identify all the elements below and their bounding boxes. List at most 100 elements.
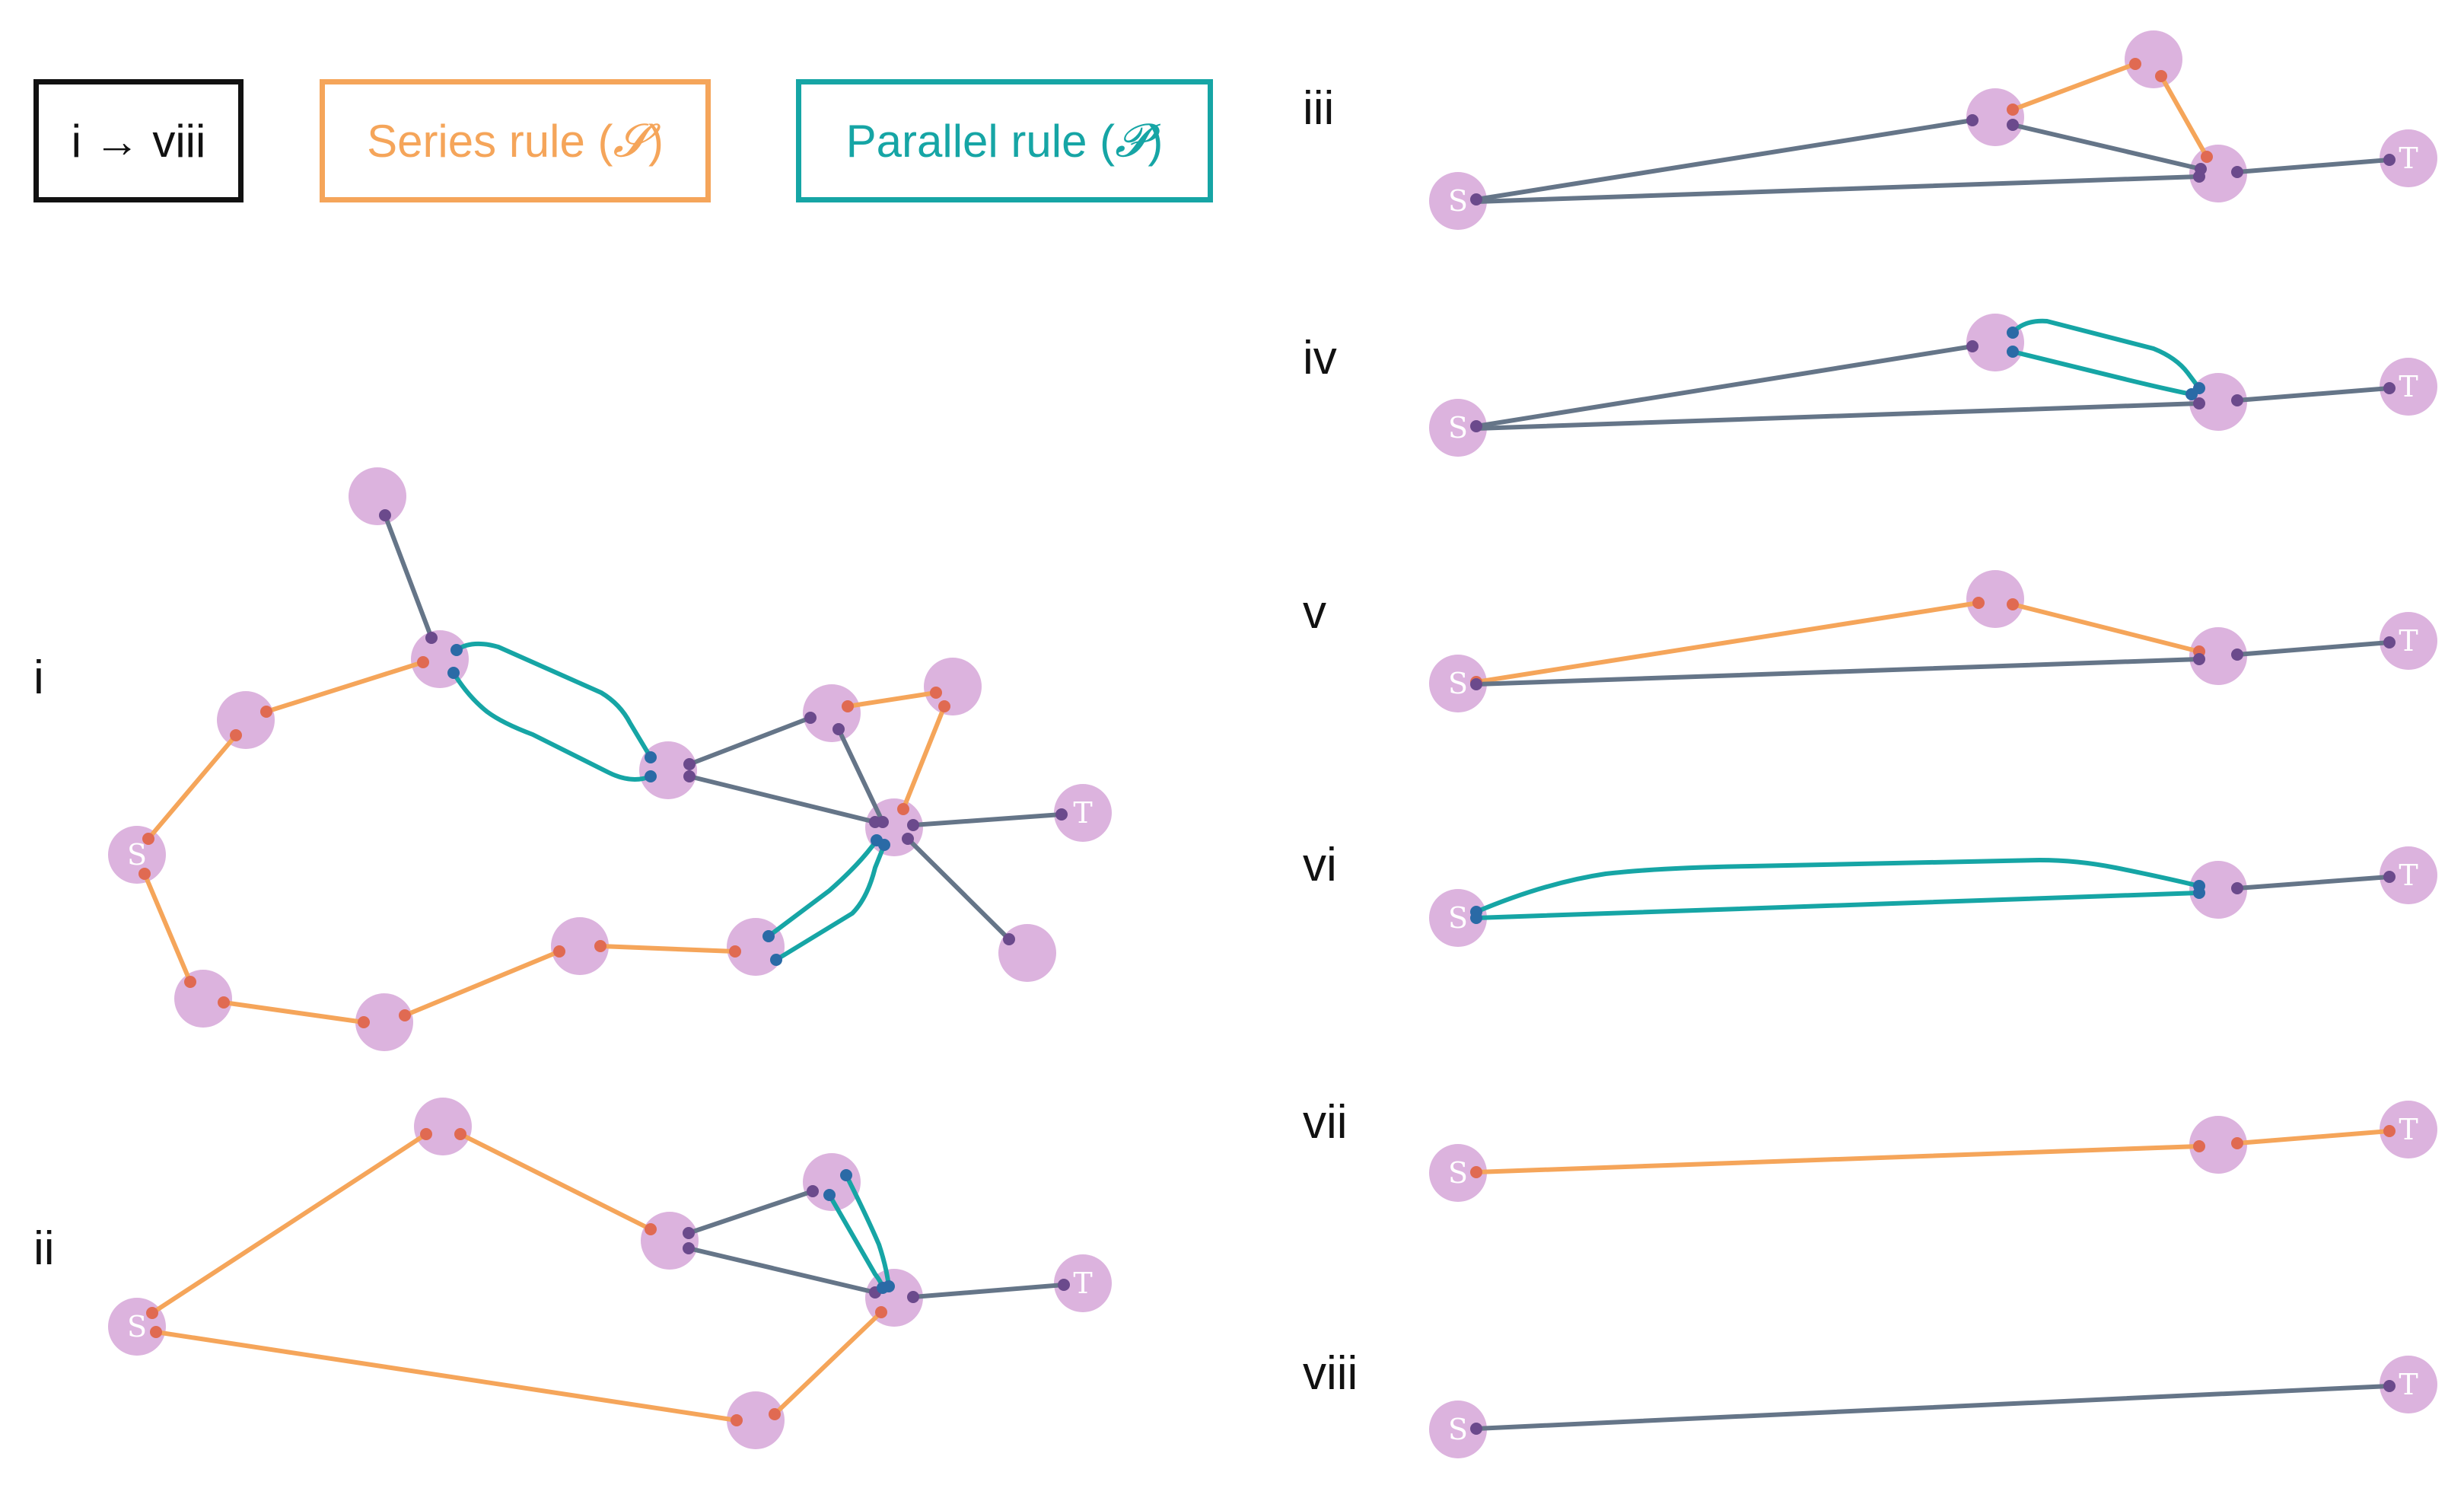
legend-series-symbol: 𝓢 (613, 114, 648, 167)
parallel-edge (451, 671, 653, 782)
parallel-edge (827, 1193, 885, 1290)
series-edge (264, 660, 425, 714)
series-edge (221, 1000, 366, 1025)
sink-label: T (2399, 624, 2418, 658)
node-sink (2380, 129, 2437, 187)
edge (1474, 401, 2201, 431)
panel-vi-graph: S T (1429, 846, 2437, 947)
edge (911, 1283, 1066, 1299)
panel-v-graph: S T (1429, 570, 2437, 712)
source-label: S (127, 1310, 147, 1343)
edge (2235, 158, 2392, 174)
node (2189, 627, 2247, 685)
edge (686, 1246, 877, 1295)
edge (836, 727, 885, 824)
series-edge (146, 733, 238, 841)
parallel-edge (774, 843, 887, 962)
source-label: S (1448, 1413, 1468, 1446)
panel-label-i: i (33, 652, 44, 704)
source-label: S (1448, 411, 1468, 445)
legend-parallel-prefix: Parallel rule ( (845, 115, 1116, 167)
node (727, 1391, 785, 1449)
edge (2235, 386, 2392, 403)
node-source (1429, 655, 1487, 712)
node-sink (2380, 358, 2437, 416)
parallel-edge (766, 838, 879, 938)
legend-parallel-box: Parallel rule (𝓟) (796, 79, 1213, 202)
node-source (1429, 1144, 1487, 1202)
node-sink (2380, 1356, 2437, 1413)
panel-iv-graph: S T (1429, 314, 2437, 457)
legend-parallel-symbol: 𝓟 (1115, 114, 1148, 167)
node-source (1429, 399, 1487, 457)
series-edge (1474, 1144, 2201, 1174)
edge (2235, 875, 2392, 891)
legend-series-box: Series rule (𝓢) (320, 79, 711, 202)
node (551, 917, 609, 975)
node-source (1429, 889, 1487, 947)
node-source (1429, 1401, 1487, 1458)
series-edge (2235, 1129, 2392, 1146)
node-source (1429, 172, 1487, 230)
sink-label: T (1073, 796, 1092, 830)
panel-i-graph: S T (108, 467, 1112, 1051)
edge (1474, 657, 2201, 687)
legend-series-prefix: Series rule ( (367, 115, 613, 167)
series-edge (845, 690, 938, 709)
node-sink (2380, 846, 2437, 904)
edge (687, 715, 813, 766)
series-edge (1474, 601, 1981, 684)
edge (383, 513, 434, 640)
sink-label: T (2399, 1113, 2418, 1146)
panel-iii-graph: S T (1429, 30, 2437, 230)
node (349, 467, 406, 525)
legend-parallel-close: ) (1148, 115, 1164, 167)
edge (2235, 640, 2392, 657)
node (2189, 861, 2247, 919)
source-label: S (1448, 667, 1468, 700)
legend-series-close: ) (648, 115, 664, 167)
legend-steps-text: i → viii (71, 115, 206, 167)
series-edge (2159, 74, 2209, 159)
parallel-edge (1474, 858, 2201, 914)
sink-label: T (2399, 1368, 2418, 1401)
edge (906, 837, 1011, 942)
panel-label-iii: iii (1303, 82, 1335, 135)
sink-label: T (2399, 859, 2418, 892)
node (414, 1098, 472, 1155)
series-edge (154, 1330, 739, 1423)
edge (911, 812, 1064, 827)
series-edge (772, 1310, 883, 1416)
node (355, 993, 413, 1051)
source-label: S (127, 838, 147, 872)
node (2125, 30, 2182, 88)
node (641, 1212, 699, 1270)
series-edge (2010, 602, 2201, 654)
edge (1474, 344, 1975, 429)
panel-vii-graph: S T (1429, 1101, 2437, 1202)
node (924, 658, 982, 715)
source-label: S (1448, 1156, 1468, 1190)
node-sink (2380, 1101, 2437, 1158)
edge (1474, 1384, 2392, 1431)
panel-label-iv: iv (1303, 332, 1337, 384)
parallel-edge (2010, 318, 2201, 390)
panel-label-vii: vii (1303, 1096, 1348, 1149)
series-edge (901, 704, 947, 811)
series-edge (598, 944, 737, 954)
node (217, 691, 275, 749)
node (1966, 570, 2024, 628)
legend-steps-box: i → viii (33, 79, 244, 202)
parallel-edge (454, 641, 653, 760)
panel-label-vi: vi (1303, 839, 1337, 891)
source-label: S (1448, 184, 1468, 218)
edge (1474, 118, 1975, 202)
parallel-edge (2010, 349, 2194, 397)
node-sink (1054, 784, 1112, 842)
node (1966, 88, 2024, 146)
edge (686, 1189, 815, 1235)
node-sink (2380, 612, 2437, 670)
series-edge (150, 1132, 428, 1315)
